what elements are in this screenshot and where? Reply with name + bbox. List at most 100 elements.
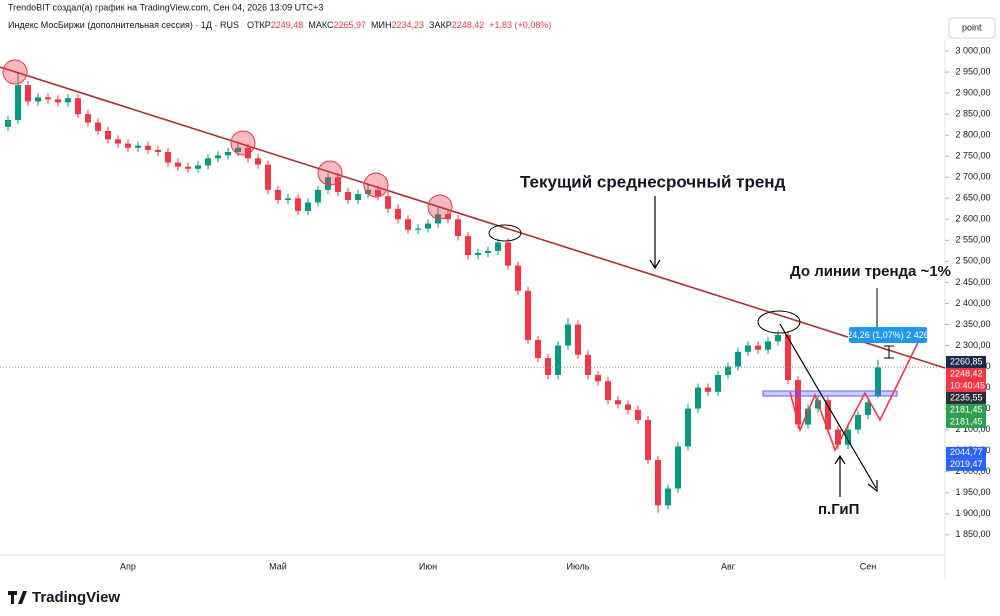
brand-logo: TradingView [8, 589, 120, 606]
trend-line [0, 66, 946, 369]
candle-body [585, 354, 591, 375]
header: TrendoBIT создал(а) график на TradingVie… [8, 2, 323, 12]
candle-body [295, 198, 301, 211]
candle-body [155, 149, 161, 152]
candle-body [145, 145, 151, 150]
candle-body [745, 345, 751, 352]
price-tag [946, 355, 986, 368]
y-tick-label: 2 000,00 [955, 466, 990, 476]
price-tag [946, 391, 986, 404]
legend-value: 2248,42 [451, 20, 485, 30]
candle-body [615, 400, 621, 405]
candle-body [395, 208, 401, 220]
candle-body [875, 367, 881, 396]
candle-body [205, 158, 211, 166]
candle-body [505, 242, 511, 266]
legend-value: +1,83 (+0,08%) [489, 20, 552, 30]
candle-body [555, 345, 561, 375]
candles [0, 72, 945, 513]
candle-body [235, 147, 241, 152]
candle-body [175, 162, 181, 167]
ellipse [488, 224, 522, 242]
candle-body [245, 147, 251, 159]
y-tick-label: 1 950,00 [955, 487, 990, 497]
candle-body [255, 158, 261, 165]
measure-label: 24,26 (1,07%) 2 426 [847, 330, 929, 340]
candle-body [335, 177, 341, 192]
brand-icon [8, 591, 27, 604]
y-tick-label: 2 400,00 [955, 298, 990, 308]
candle-body [65, 98, 71, 103]
candle-body [685, 408, 691, 447]
candle-body [285, 198, 291, 200]
candle-body [755, 345, 761, 350]
candle-body [375, 189, 381, 197]
y-tick-label: 2 300,00 [955, 340, 990, 350]
neck-zone [762, 390, 898, 397]
candle-body [325, 177, 331, 190]
x-tick-label: Май [269, 561, 287, 571]
candle-body [645, 419, 651, 460]
legend-label: Индекс МосБиржи (дополнительная сессия) … [8, 20, 240, 30]
price-tag [946, 415, 986, 428]
candle-body [445, 214, 451, 220]
candle-body [385, 196, 391, 209]
arrow-head [649, 259, 661, 270]
candle-body [45, 97, 51, 100]
legend-label: ОТКР [247, 20, 271, 30]
candle-body [475, 252, 481, 256]
y-tick-label: 2 800,00 [955, 130, 990, 140]
candle-body [805, 408, 811, 425]
drawings: 24,26 (1,07%) 2 426 Текущий среднесрочны… [0, 59, 951, 518]
y-tick-label: 2 900,00 [955, 87, 990, 97]
candle-body [575, 324, 581, 355]
candle-body [545, 358, 551, 375]
candle-body [75, 98, 81, 115]
candle-body [455, 219, 461, 237]
candle-body [15, 85, 21, 121]
y-tick-label: 2 750,00 [955, 151, 990, 161]
y-tick-label: 3 000,00 [955, 45, 990, 55]
candle-body [775, 334, 781, 342]
y-tick-label: 2 500,00 [955, 256, 990, 266]
x-tick-label: Авг [721, 561, 736, 571]
touch-circle [230, 130, 256, 156]
candle-body [865, 402, 871, 415]
legend-value: 2265,97 [333, 20, 367, 30]
candle-body [515, 265, 521, 291]
candle-body [655, 459, 661, 506]
x-tick-label: Апр [120, 561, 136, 571]
y-tick-label: 2 450,00 [955, 277, 990, 287]
annotation: Текущий среднесрочный тренд [520, 172, 786, 191]
candle-body [535, 340, 541, 359]
candle-body [25, 85, 31, 102]
pattern-line [789, 327, 926, 452]
candle-body [625, 404, 631, 410]
x-tick-label: Июль [567, 561, 590, 571]
x-tick-label: Сен [860, 561, 877, 571]
candle-body [315, 189, 321, 203]
candle-body [595, 374, 601, 382]
price-tag-label: 2260,85 [950, 356, 983, 366]
candle-body [85, 114, 91, 123]
y-tick-label: 2 600,00 [955, 214, 990, 224]
candle-body [845, 429, 851, 445]
candle-body [225, 151, 231, 156]
unit-button-label[interactable]: point [962, 22, 982, 32]
y-tick-label: 2 850,00 [955, 109, 990, 119]
candle-body [735, 351, 741, 367]
price-tag [946, 458, 986, 471]
price-tag [946, 367, 986, 392]
candle-body [305, 202, 311, 211]
candle-body [5, 120, 11, 127]
legend-label: ЗАКР [429, 20, 452, 30]
y-tick-label: 1 900,00 [955, 508, 990, 518]
candle-body [345, 191, 351, 200]
candle-body [135, 145, 141, 148]
unit-button[interactable] [948, 17, 996, 39]
price-tag-label: 2044,77 [950, 447, 983, 457]
candle-body [355, 194, 361, 200]
brand-name: TradingView [32, 589, 120, 606]
touch-circle [317, 160, 343, 186]
